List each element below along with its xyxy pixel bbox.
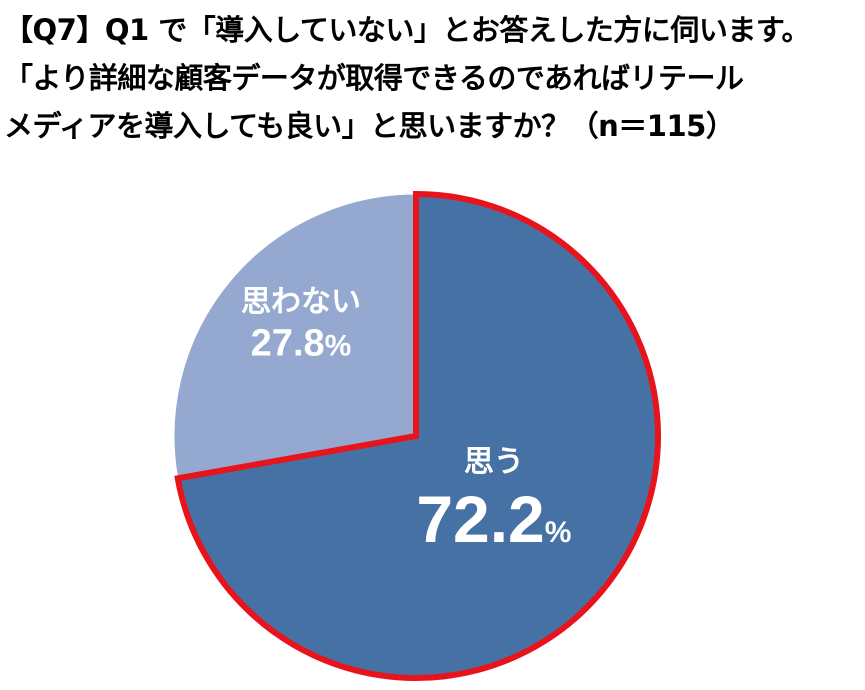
pie-slice-2-value: 27.8% (251, 323, 352, 365)
chart-title-line-2: 「より詳細な顧客データが取得できるのであればリテール (4, 61, 744, 95)
pie-slice-1-value: 72.2% (416, 482, 571, 556)
pie-slice-2-value-unit: % (325, 330, 352, 363)
pie-slice-1-value-unit: % (545, 516, 572, 549)
pie-slice-1-highlighted (174, 190, 661, 681)
chart-title: 【Q7】Q1 で「導入していない」とお答えした方に伺います。 「より詳細な顧客デ… (4, 6, 864, 150)
pie-slice-2-label: 思わない (241, 285, 361, 320)
pie-slice-2-value-number: 27.8 (251, 323, 325, 365)
pie-slice-1-value-number: 72.2 (416, 482, 544, 556)
chart-title-line-1: 【Q7】Q1 で「導入していない」とお答えした方に伺います。 (4, 13, 811, 47)
chart-title-line-3: メディアを導入しても良い」と思いますか？（n＝115） (4, 109, 735, 143)
pie-slice-2-plain (173, 193, 417, 479)
pie-slice-1-label: 思う (464, 444, 524, 479)
